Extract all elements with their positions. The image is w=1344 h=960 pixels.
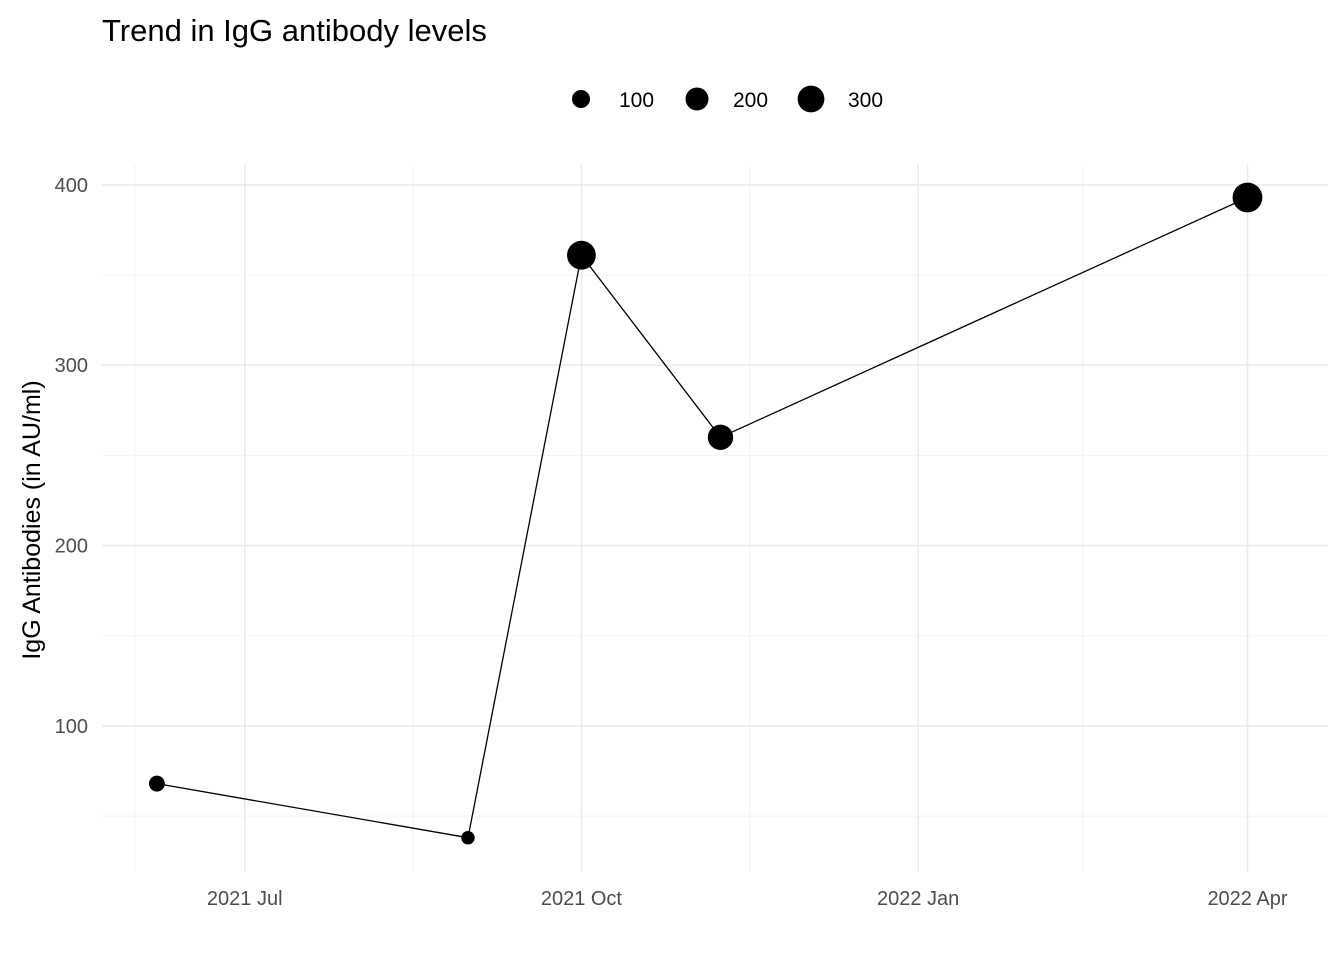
data-point xyxy=(461,831,475,845)
y-axis-title: IgG Antibodies (in AU/ml) xyxy=(18,380,46,659)
legend-label: 200 xyxy=(733,89,768,112)
major-gridlines xyxy=(102,165,1328,872)
chart-title: Trend in IgG antibody levels xyxy=(102,13,487,48)
data-point xyxy=(1232,182,1263,213)
plot-panel xyxy=(102,165,1328,872)
legend-key-point xyxy=(572,90,590,108)
legend-key-point xyxy=(685,87,709,111)
y-tick-label: 400 xyxy=(55,175,88,197)
series-layer xyxy=(148,182,1263,845)
x-tick-label: 2022 Apr xyxy=(1207,888,1287,910)
data-point xyxy=(567,240,596,270)
data-point xyxy=(707,424,734,451)
x-tick-label: 2021 Oct xyxy=(541,888,623,910)
y-axis-ticks: 100 200 300 400 xyxy=(55,175,88,738)
series-line xyxy=(156,196,1248,839)
y-tick-label: 100 xyxy=(55,716,88,738)
y-tick-label: 300 xyxy=(55,355,88,377)
x-tick-label: 2021 Jul xyxy=(207,888,283,910)
legend: 100 200 300 xyxy=(572,85,883,113)
data-point xyxy=(148,775,165,792)
x-tick-label: 2022 Jan xyxy=(877,888,959,910)
x-axis-ticks: 2021 Jul 2021 Oct 2022 Jan 2022 Apr xyxy=(207,888,1288,910)
minor-gridlines xyxy=(102,165,1328,872)
y-tick-label: 200 xyxy=(55,536,88,558)
legend-label: 300 xyxy=(848,89,883,112)
legend-label: 100 xyxy=(619,89,654,112)
legend-key-point xyxy=(797,85,825,113)
